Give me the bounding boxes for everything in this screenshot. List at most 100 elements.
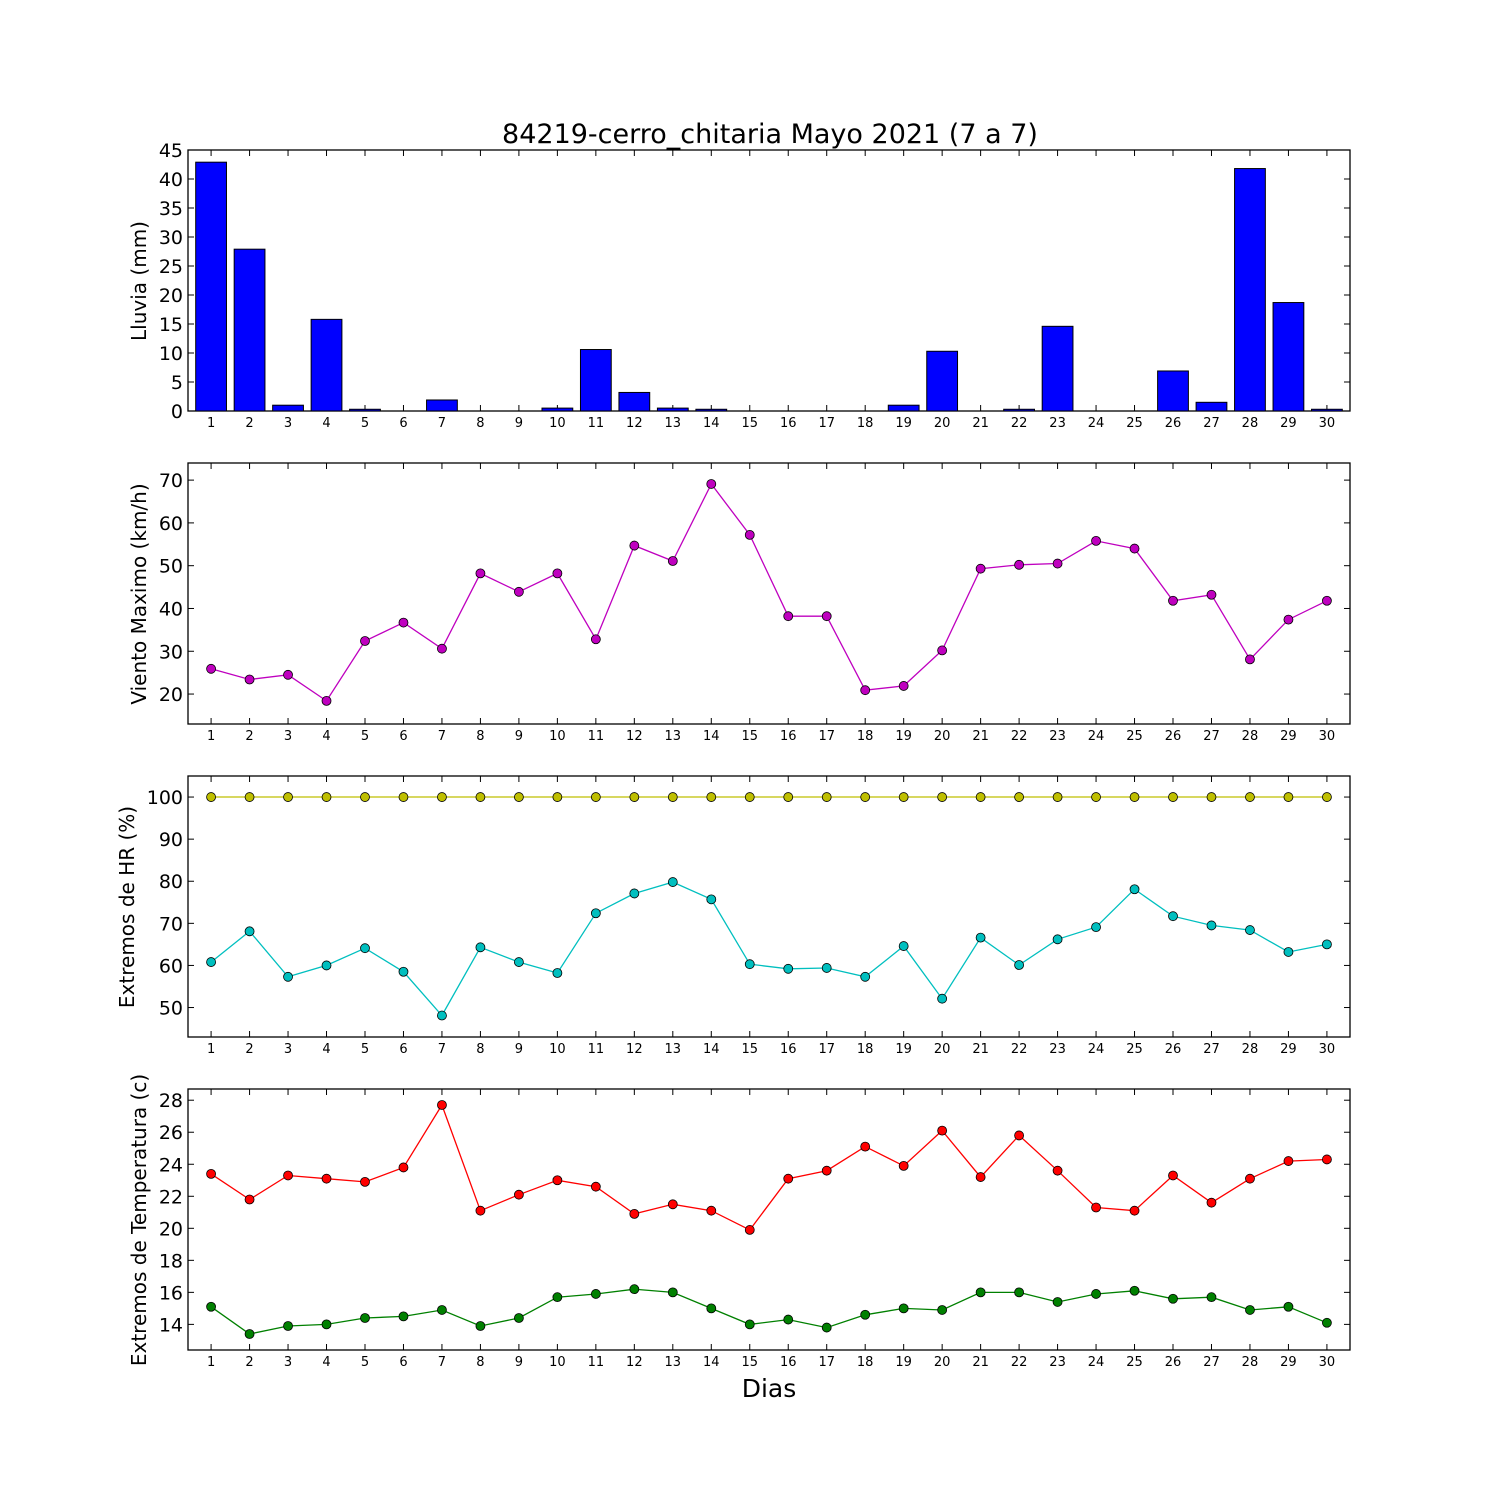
humidity-x-tick-label: 5 — [361, 1042, 369, 1057]
humidity-x-tick-label: 28 — [1242, 1042, 1259, 1057]
wind-x-tick-label: 30 — [1319, 729, 1336, 744]
humidity-x-tick-label: 2 — [245, 1042, 253, 1057]
temperature-min-point — [1168, 1293, 1178, 1304]
rain-bar — [349, 408, 381, 412]
rain-bar — [541, 407, 574, 412]
temperature-min-point — [1014, 1287, 1024, 1298]
rain-y-tick-label: 10 — [159, 343, 183, 365]
humidity-max-point — [206, 792, 216, 802]
humidity-min-point — [1052, 934, 1063, 945]
rain-y-tick-label: 25 — [159, 256, 183, 278]
humidity-x-tick-label: 1 — [207, 1042, 215, 1057]
temperature-max-point — [1245, 1173, 1255, 1184]
wind-max-point — [860, 685, 871, 696]
temperature-x-tick-label: 5 — [361, 1355, 369, 1370]
temperature-max-point — [552, 1175, 563, 1186]
humidity-min-point — [1283, 947, 1294, 957]
wind-x-tick-label: 1 — [207, 729, 215, 744]
humidity-x-tick-label: 10 — [549, 1042, 566, 1057]
temperature-max-point — [1129, 1205, 1140, 1216]
temperature-plot-frame — [187, 1088, 1351, 1351]
rain-bar — [195, 161, 227, 412]
temperature-max-point — [1168, 1170, 1178, 1181]
temperature-max-point — [667, 1199, 678, 1210]
rain-x-tick-label: 6 — [399, 416, 407, 431]
humidity-min-point — [475, 942, 486, 953]
humidity-min-point — [821, 963, 832, 973]
temperature-max-point — [244, 1194, 255, 1205]
humidity-plot-frame — [187, 775, 1351, 1038]
temperature-min-point — [1052, 1297, 1063, 1307]
wind-max-point — [667, 556, 678, 566]
temperature-min-point — [1283, 1301, 1294, 1312]
rain-x-tick-label: 30 — [1319, 416, 1336, 431]
humidity-max-point — [667, 792, 678, 802]
temperature-max-point — [437, 1100, 447, 1110]
wind-x-tick-label: 2 — [245, 729, 253, 744]
humidity-min-point — [975, 932, 986, 943]
temperature-y-tick-label: 14 — [159, 1314, 183, 1336]
rain-x-tick-label: 21 — [972, 416, 989, 431]
rain-x-tick-label: 5 — [361, 416, 369, 431]
humidity-x-tick-label: 27 — [1203, 1042, 1220, 1057]
temperature-y-tick-label: 16 — [159, 1282, 183, 1304]
temperature-x-tick-label: 18 — [857, 1355, 874, 1370]
rain-bar — [579, 349, 612, 412]
temperature-min-point — [860, 1309, 871, 1320]
rain-y-tick-label: 45 — [159, 140, 183, 162]
temperature-max-point — [860, 1141, 871, 1152]
humidity-x-tick-label: 14 — [703, 1042, 720, 1057]
temperature-x-tick-label: 4 — [322, 1355, 330, 1370]
temperature-x-tick-label: 11 — [588, 1355, 605, 1370]
temperature-y-tick-label: 18 — [159, 1250, 183, 1272]
temperature-x-tick-label: 23 — [1049, 1355, 1066, 1370]
wind-max-point — [1052, 558, 1063, 569]
temperature-max-point — [283, 1170, 293, 1181]
wind-x-tick-label: 23 — [1049, 729, 1066, 744]
temperature-x-tick-label: 21 — [972, 1355, 989, 1370]
rain-y-tick-label: 40 — [159, 169, 183, 191]
wind-x-tick-label: 8 — [476, 729, 484, 744]
humidity-max-point — [590, 792, 601, 802]
temperature-max-point — [360, 1176, 370, 1187]
humidity-x-tick-label: 22 — [1011, 1042, 1028, 1057]
temperature-min-point — [667, 1287, 678, 1298]
wind-max-point — [475, 568, 486, 579]
humidity-min-point — [398, 966, 409, 977]
humidity-x-tick-label: 18 — [857, 1042, 874, 1057]
wind-max-point — [283, 669, 293, 680]
wind-x-tick-label: 9 — [515, 729, 523, 744]
temperature-min-point — [1129, 1285, 1140, 1296]
temperature-x-tick-label: 29 — [1280, 1355, 1297, 1370]
humidity-y-label: Extremos de HR (%) — [115, 806, 139, 1008]
temperature-max-point — [629, 1208, 640, 1219]
humidity-x-tick-label: 20 — [934, 1042, 951, 1057]
wind-x-tick-label: 7 — [438, 729, 446, 744]
temperature-max-point — [821, 1165, 832, 1176]
humidity-max-point — [1129, 792, 1140, 802]
humidity-y-tick-label: 70 — [159, 913, 183, 935]
rain-bar — [1234, 168, 1266, 412]
humidity-x-tick-label: 11 — [588, 1042, 605, 1057]
humidity-x-tick-label: 29 — [1280, 1042, 1297, 1057]
rain-y-tick-label: 35 — [159, 198, 183, 220]
rain-y-tick-label: 20 — [159, 285, 183, 307]
humidity-max-point — [398, 792, 409, 802]
temperature-min-point — [475, 1321, 486, 1331]
humidity-x-tick-label: 16 — [780, 1042, 797, 1057]
humidity-x-tick-label: 21 — [972, 1042, 989, 1057]
temperature-max-point — [1052, 1165, 1063, 1176]
chart-title: 84219-cerro_chitaria Mayo 2021 (7 a 7) — [502, 119, 1038, 150]
rain-x-tick-label: 14 — [703, 416, 720, 431]
humidity-y-tick-label: 90 — [159, 829, 183, 851]
wind-max-point — [821, 611, 832, 622]
wind-x-tick-label: 16 — [780, 729, 797, 744]
wind-max-point — [1206, 589, 1217, 600]
humidity-max-point — [821, 792, 832, 802]
rain-x-tick-label: 11 — [588, 416, 605, 431]
rain-x-tick-label: 25 — [1126, 416, 1143, 431]
temperature-x-tick-label: 10 — [549, 1355, 566, 1370]
